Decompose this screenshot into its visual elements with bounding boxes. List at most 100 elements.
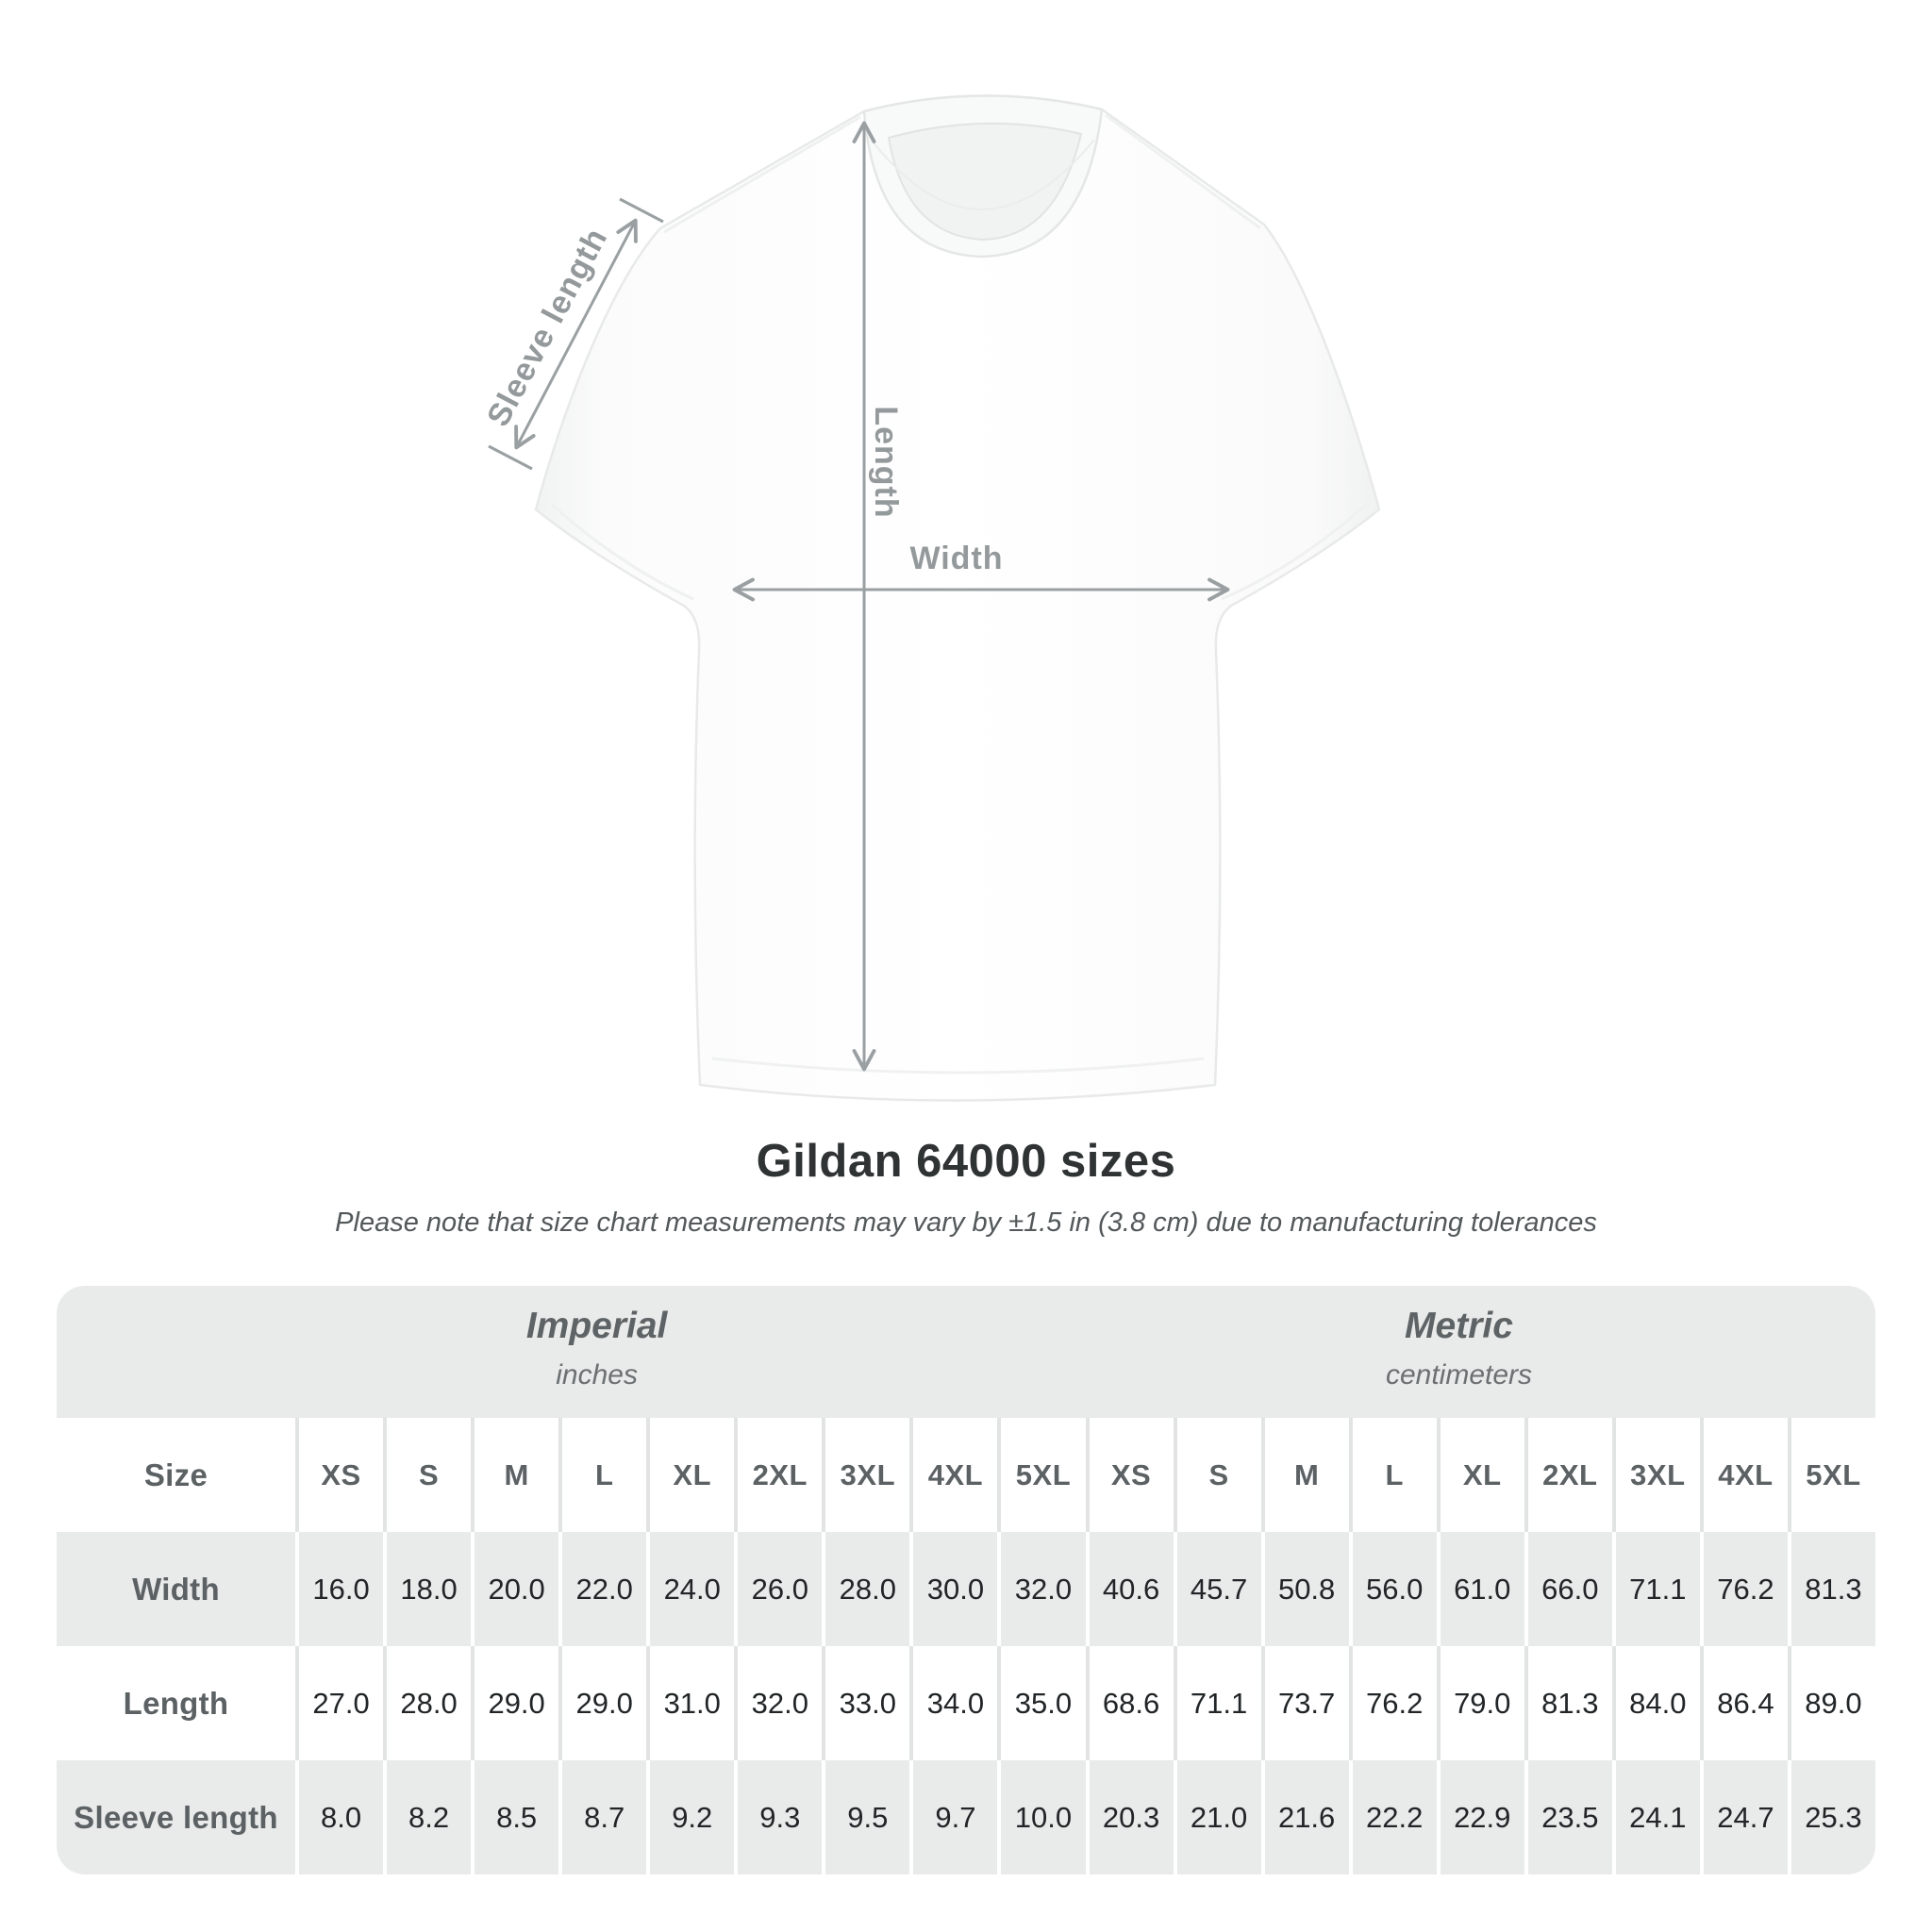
measurement-value-cell: 10.0 <box>997 1760 1086 1874</box>
measurement-value-cell: 8.5 <box>471 1760 559 1874</box>
measurement-value-cell: 24.1 <box>1611 1760 1700 1874</box>
measurement-value-cell: 61.0 <box>1436 1532 1524 1646</box>
measurement-value-cell: 16.0 <box>295 1532 384 1646</box>
measurement-value-cell: 71.1 <box>1173 1646 1261 1760</box>
measurement-value-cell: 66.0 <box>1524 1532 1612 1646</box>
tshirt-diagram: Length Width Sleeve length <box>480 94 1381 1102</box>
measurement-value-cell: 68.6 <box>1085 1646 1174 1760</box>
metric-section-header: Metric centimeters <box>1386 1286 1532 1391</box>
size-column-header: M <box>1260 1418 1349 1532</box>
unit-section-band: Imperial inches Metric centimeters <box>57 1286 1875 1418</box>
tshirt-left-shoulder-seam <box>663 115 861 234</box>
size-column-header: XS <box>295 1418 383 1532</box>
measurement-value-cell: 50.8 <box>1260 1532 1349 1646</box>
size-column-header: 3XL <box>822 1418 909 1532</box>
measurement-value-cell: 9.5 <box>822 1760 910 1874</box>
measurement-value-cell: 23.5 <box>1524 1760 1612 1874</box>
size-header-row: Size XS S M L XL 2XL 3XL 4XL 5XL XS S M L XL 2XL 3XL 4XL… <box>57 1418 1875 1532</box>
measurement-value-cell: 22.2 <box>1348 1760 1437 1874</box>
size-column-header: S <box>1173 1418 1261 1532</box>
measurement-value-cell: 9.2 <box>646 1760 735 1874</box>
measurement-value-cell: 22.9 <box>1436 1760 1524 1874</box>
measurement-value-cell: 86.4 <box>1699 1646 1788 1760</box>
measurement-value-cell: 89.0 <box>1787 1646 1875 1760</box>
measurement-value-cell: 22.0 <box>558 1532 647 1646</box>
measurement-value-cell: 25.3 <box>1787 1760 1875 1874</box>
sleeve-dimension-line <box>514 218 638 450</box>
measurement-value-cell: 73.7 <box>1260 1646 1349 1760</box>
size-chart-table: Imperial inches Metric centimeters Size … <box>57 1286 1875 1874</box>
size-column-header: S <box>383 1418 471 1532</box>
measurement-value-cell: 56.0 <box>1348 1532 1437 1646</box>
width-row-label: Width <box>57 1532 295 1646</box>
measurement-value-cell: 20.0 <box>471 1532 559 1646</box>
sleeve-dimension-tick-bottom <box>488 444 533 471</box>
tshirt-collar-stitch <box>872 139 1095 210</box>
size-column-header: XL <box>1436 1418 1524 1532</box>
imperial-section-unit: inches <box>556 1359 638 1391</box>
measurement-value-cell: 76.2 <box>1699 1532 1788 1646</box>
measurement-value-cell: 71.1 <box>1611 1532 1700 1646</box>
tshirt-collar-opening <box>887 122 1083 242</box>
length-row-label: Length <box>123 1685 229 1721</box>
measurement-value-cell: 18.0 <box>383 1532 472 1646</box>
sleeve-length-row-label: Sleeve length <box>57 1760 295 1874</box>
measurement-value-cell: 28.0 <box>822 1532 910 1646</box>
size-column-header: 2XL <box>1524 1418 1612 1532</box>
measurement-value-cell: 28.0 <box>383 1646 471 1760</box>
measurement-value-cell: 27.0 <box>295 1646 383 1760</box>
measurement-value-cell: 29.0 <box>471 1646 558 1760</box>
measurement-value-cell: 32.0 <box>997 1532 1086 1646</box>
size-column-header: L <box>1348 1418 1437 1532</box>
measurement-value-cell: 21.0 <box>1173 1760 1261 1874</box>
size-column-header: 5XL <box>1787 1418 1875 1532</box>
size-column-header: XS <box>1085 1418 1174 1532</box>
tshirt-hem-stitch <box>711 1057 1205 1074</box>
measurement-value-cell: 35.0 <box>997 1646 1085 1760</box>
measurement-value-cell: 31.0 <box>646 1646 734 1760</box>
size-column-header: XL <box>646 1418 734 1532</box>
measurement-value-cell: 32.0 <box>734 1646 822 1760</box>
measurement-value-cell: 24.7 <box>1699 1760 1788 1874</box>
measurement-value-cell: 45.7 <box>1173 1532 1261 1646</box>
measurement-value-cell: 30.0 <box>909 1532 998 1646</box>
measurement-value-cell: 26.0 <box>734 1532 823 1646</box>
measurement-value-cell: 8.2 <box>383 1760 472 1874</box>
size-column-header: 2XL <box>734 1418 822 1532</box>
measurement-value-cell: 8.0 <box>295 1760 384 1874</box>
measurement-value-cell: 9.7 <box>909 1760 998 1874</box>
size-column-header: M <box>471 1418 558 1532</box>
measurement-value-cell: 81.3 <box>1787 1532 1875 1646</box>
size-column-header: 4XL <box>1699 1418 1788 1532</box>
page-title: Gildan 64000 sizes <box>756 1136 1176 1187</box>
measurement-value-cell: 21.6 <box>1260 1760 1349 1874</box>
tshirt-right-sleeve-fold <box>1221 503 1367 601</box>
heading-block: Gildan 64000 sizes Please note that size… <box>0 1135 1932 1239</box>
measurement-value-cell: 76.2 <box>1348 1646 1437 1760</box>
tshirt-left-sleeve-fold <box>551 503 694 601</box>
width-dimension-label: Width <box>909 541 1003 576</box>
measurement-value-cell: 33.0 <box>822 1646 909 1760</box>
measurement-value-cell: 20.3 <box>1085 1760 1174 1874</box>
imperial-section-header: Imperial inches <box>526 1286 668 1391</box>
size-column-header: 5XL <box>997 1418 1085 1532</box>
measurement-value-cell: 9.3 <box>734 1760 823 1874</box>
measurement-value-cell: 40.6 <box>1085 1532 1174 1646</box>
sleeve-dimension-tick-top <box>619 197 664 224</box>
measurement-value-cell: 8.7 <box>558 1760 647 1874</box>
metric-section-title: Metric <box>1405 1306 1513 1346</box>
metric-section-unit: centimeters <box>1385 1359 1533 1391</box>
dimension-annotations <box>488 121 1230 1072</box>
size-column-header: 4XL <box>909 1418 997 1532</box>
measurement-value-cell: 24.0 <box>646 1532 735 1646</box>
imperial-section-title: Imperial <box>525 1306 668 1346</box>
measurement-value-cell: 79.0 <box>1436 1646 1524 1760</box>
measurement-value-cell: 29.0 <box>558 1646 646 1760</box>
measurement-value-cell: 81.3 <box>1524 1646 1612 1760</box>
width-row: Width 16.0 18.0 20.0 22.0 24.0 26.0 28.0 30.0 32… <box>57 1532 1875 1646</box>
size-column-header: L <box>558 1418 646 1532</box>
measurement-value-cell: 34.0 <box>909 1646 997 1760</box>
size-column-header: 3XL <box>1611 1418 1700 1532</box>
sleeve-length-row: Sleeve length 8.0 8.2 8.5 8.7 9.2 9.3 9.5 9.7 10… <box>57 1760 1875 1874</box>
